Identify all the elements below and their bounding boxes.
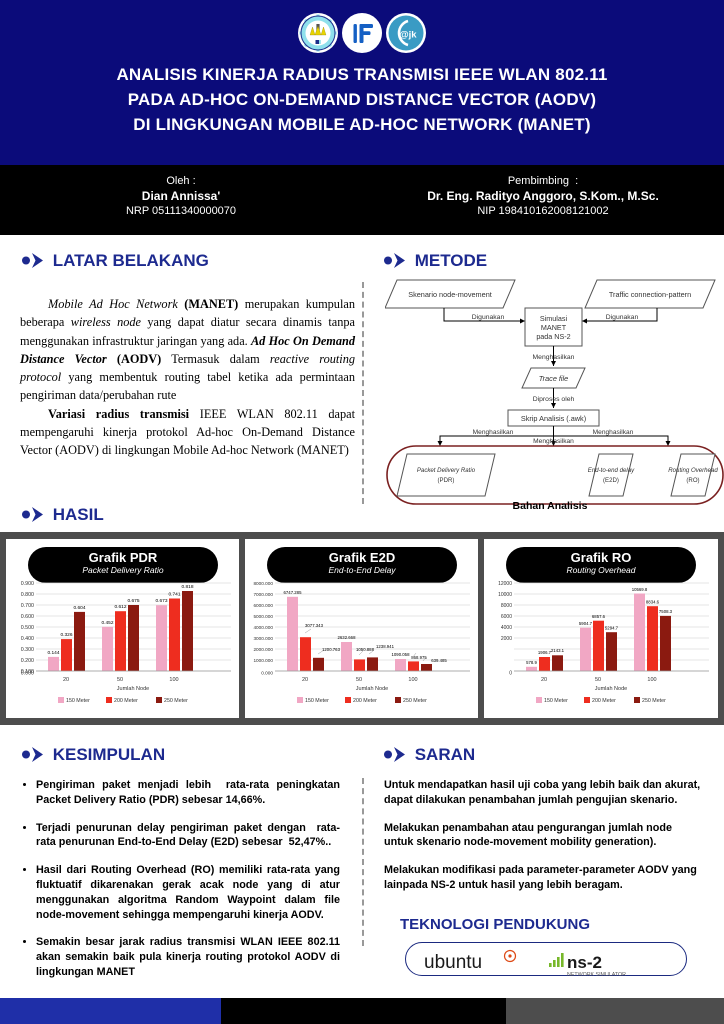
svg-text:639.485: 639.485 xyxy=(431,658,447,663)
svg-text:868.975: 868.975 xyxy=(411,655,427,660)
svg-text:(RO): (RO) xyxy=(686,477,699,484)
svg-text:0.500: 0.500 xyxy=(21,625,34,631)
svg-text:Trace file: Trace file xyxy=(539,374,568,383)
svg-text:0: 0 xyxy=(509,670,512,676)
svg-text:0.300: 0.300 xyxy=(21,647,34,653)
svg-text:100: 100 xyxy=(169,677,178,683)
svg-text:0.600: 0.600 xyxy=(21,614,34,620)
svg-text:0.000: 0.000 xyxy=(21,670,34,676)
svg-text:(PDR): (PDR) xyxy=(438,477,455,484)
svg-text:200 Meter: 200 Meter xyxy=(353,698,377,704)
svg-text:Jumlah Node: Jumlah Node xyxy=(117,686,149,692)
svg-text:Jumlah Node: Jumlah Node xyxy=(356,686,388,692)
svg-text:Menghasilkan: Menghasilkan xyxy=(533,438,574,445)
svg-text:5000.000: 5000.000 xyxy=(253,614,273,619)
svg-text:8000: 8000 xyxy=(501,603,512,609)
svg-text:6000: 6000 xyxy=(501,614,512,620)
svg-text:10000: 10000 xyxy=(498,592,512,598)
svg-text:0.452: 0.452 xyxy=(101,620,113,626)
svg-text:150 Meter: 150 Meter xyxy=(544,698,568,704)
svg-text:100: 100 xyxy=(408,677,417,683)
svg-text:4000.000: 4000.000 xyxy=(253,625,273,630)
svg-text:0.900: 0.900 xyxy=(21,581,34,587)
svg-text:1000.000: 1000.000 xyxy=(253,658,273,663)
svg-text:250 Meter: 250 Meter xyxy=(642,698,666,704)
svg-text:Menghasilkan: Menghasilkan xyxy=(593,429,634,436)
svg-text:Traffic connection-pattern: Traffic connection-pattern xyxy=(609,290,691,299)
svg-text:Jumlah Node: Jumlah Node xyxy=(595,686,627,692)
svg-text:2000: 2000 xyxy=(501,636,512,642)
svg-text:200 Meter: 200 Meter xyxy=(592,698,616,704)
svg-text:50: 50 xyxy=(356,677,362,683)
svg-text:0.400: 0.400 xyxy=(21,636,34,642)
svg-text:Digunakan: Digunakan xyxy=(606,314,639,321)
svg-text:1050.888: 1050.888 xyxy=(356,647,375,652)
svg-text:20: 20 xyxy=(541,677,547,683)
svg-text:MANET: MANET xyxy=(541,323,567,332)
svg-text:2143.1: 2143.1 xyxy=(551,648,565,653)
svg-text:NETWORK SIMULATOR: NETWORK SIMULATOR xyxy=(567,972,626,978)
svg-text:5904.7: 5904.7 xyxy=(579,621,593,626)
svg-text:0.200: 0.200 xyxy=(21,658,34,664)
svg-text:50: 50 xyxy=(117,677,123,683)
svg-text:1906.7: 1906.7 xyxy=(538,650,552,655)
svg-text:20: 20 xyxy=(63,677,69,683)
svg-text:pada NS-2: pada NS-2 xyxy=(536,332,570,341)
svg-text:4000: 4000 xyxy=(501,625,512,631)
svg-text:(E2D): (E2D) xyxy=(603,477,619,484)
svg-text:3077.343: 3077.343 xyxy=(305,623,324,628)
svg-text:150 Meter: 150 Meter xyxy=(305,698,329,704)
svg-text:200 Meter: 200 Meter xyxy=(114,698,138,704)
svg-text:Simulasi: Simulasi xyxy=(540,314,568,323)
svg-text:6747.285: 6747.285 xyxy=(284,590,303,595)
svg-text:0.144: 0.144 xyxy=(47,650,59,656)
svg-text:8000.000: 8000.000 xyxy=(253,581,273,586)
svg-text:0.675: 0.675 xyxy=(127,598,139,604)
svg-text:Routing Overhead: Routing Overhead xyxy=(668,467,718,474)
svg-text:0.604: 0.604 xyxy=(73,605,85,611)
svg-text:1238.941: 1238.941 xyxy=(376,644,395,649)
svg-text:12000: 12000 xyxy=(498,581,512,587)
svg-text:7508.3: 7508.3 xyxy=(659,609,673,614)
svg-text:0.000: 0.000 xyxy=(261,670,273,675)
svg-text:0.612: 0.612 xyxy=(114,604,126,610)
svg-text:Menghasilkan: Menghasilkan xyxy=(473,429,514,436)
svg-text:ns-2: ns-2 xyxy=(567,953,602,972)
svg-text:0.741: 0.741 xyxy=(168,592,180,598)
svg-text:250 Meter: 250 Meter xyxy=(164,698,188,704)
svg-text:Skenario node-movement: Skenario node-movement xyxy=(408,290,492,299)
svg-text:7000.000: 7000.000 xyxy=(253,592,273,597)
svg-text:End-to-end delay: End-to-end delay xyxy=(588,467,635,474)
svg-text:Diproses oleh: Diproses oleh xyxy=(533,396,575,403)
svg-text:50: 50 xyxy=(595,677,601,683)
svg-text:ubuntu: ubuntu xyxy=(424,952,482,973)
svg-text:3000.000: 3000.000 xyxy=(253,636,273,641)
svg-text:6857.6: 6857.6 xyxy=(592,614,606,619)
svg-text:5294.7: 5294.7 xyxy=(605,626,619,631)
svg-text:Packet Delivery Ratio: Packet Delivery Ratio xyxy=(417,467,476,474)
svg-text:2632.668: 2632.668 xyxy=(338,635,357,640)
svg-text:6000.000: 6000.000 xyxy=(253,603,273,608)
svg-text:0.673: 0.673 xyxy=(155,598,167,604)
svg-text:10569.8: 10569.8 xyxy=(632,587,648,592)
svg-text:1200.763: 1200.763 xyxy=(322,647,341,652)
svg-text:Digunakan: Digunakan xyxy=(472,314,505,321)
svg-text:0.700: 0.700 xyxy=(21,603,34,609)
svg-text:1090.058: 1090.058 xyxy=(392,652,411,657)
svg-text:578.9: 578.9 xyxy=(526,660,537,665)
svg-text:8834.6: 8834.6 xyxy=(646,600,660,605)
svg-text:250 Meter: 250 Meter xyxy=(403,698,427,704)
svg-text:100: 100 xyxy=(647,677,656,683)
svg-text:2000.000: 2000.000 xyxy=(253,647,273,652)
svg-text:0.800: 0.800 xyxy=(21,592,34,598)
svg-text:0.326: 0.326 xyxy=(60,632,72,638)
svg-text:150 Meter: 150 Meter xyxy=(66,698,90,704)
svg-text:@jk: @jk xyxy=(399,30,417,41)
svg-text:0.818: 0.818 xyxy=(181,584,193,590)
svg-text:Skrip Analisis (.awk): Skrip Analisis (.awk) xyxy=(521,414,586,423)
svg-text:Menghasilkan: Menghasilkan xyxy=(533,354,575,361)
svg-text:20: 20 xyxy=(302,677,308,683)
